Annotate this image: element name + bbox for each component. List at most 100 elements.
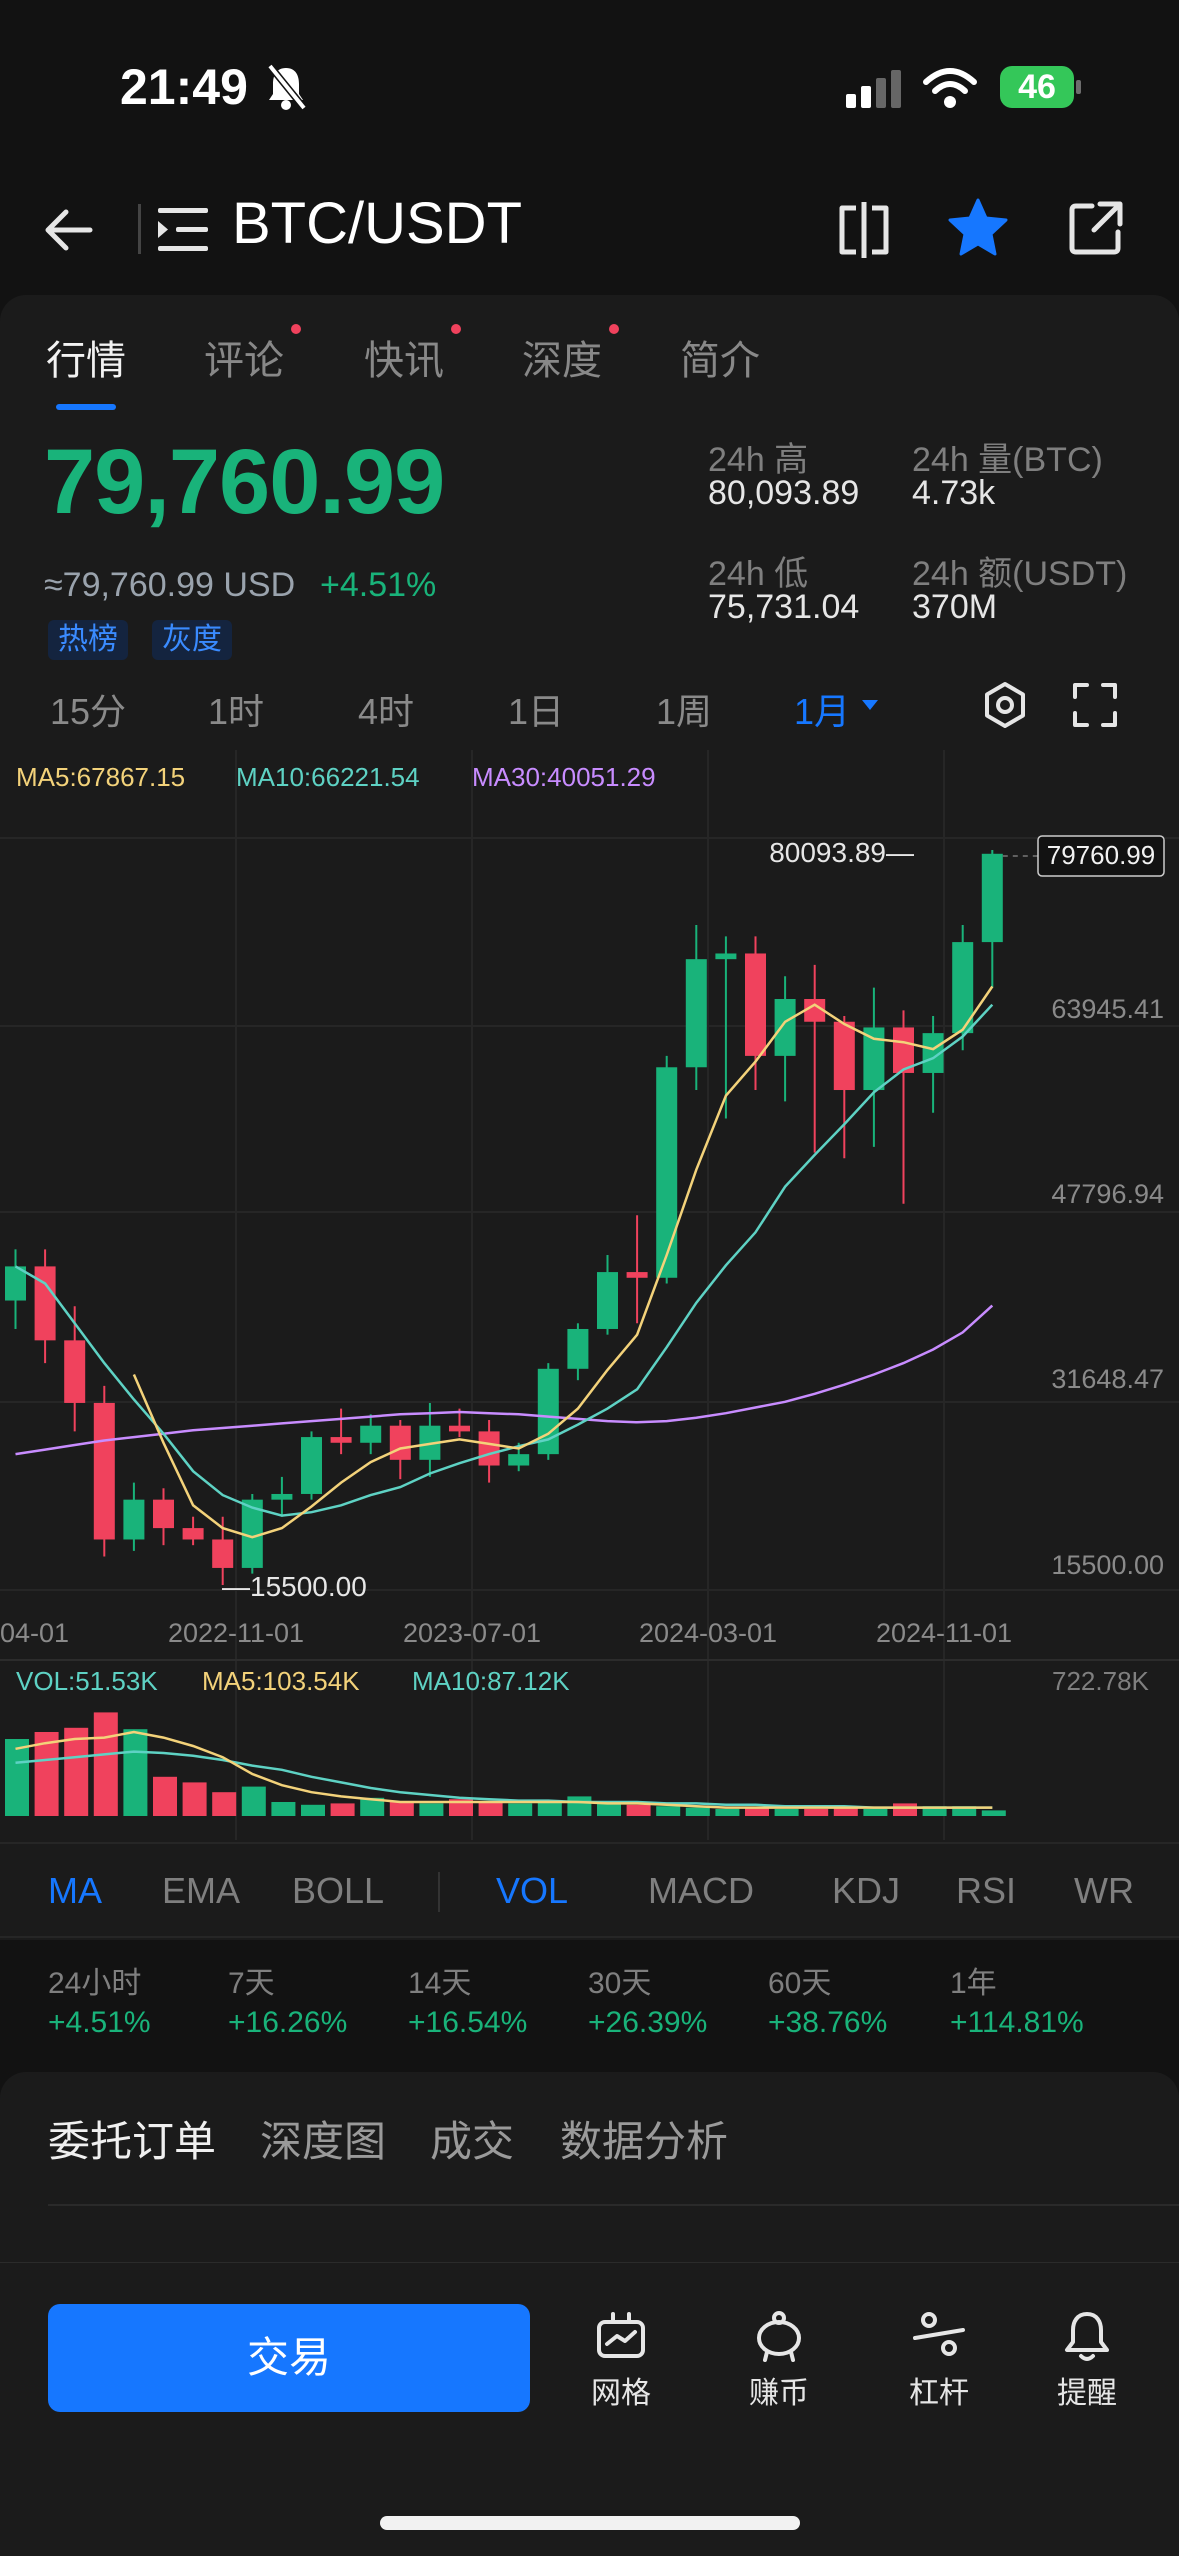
volume-bar	[123, 1729, 148, 1816]
volume-bar	[567, 1796, 592, 1816]
volume-bar	[656, 1806, 681, 1816]
perf-60d-value: +38.76%	[768, 2006, 888, 2039]
candle-body	[745, 953, 766, 1056]
nav-alerts[interactable]: 提醒	[1032, 2310, 1142, 2412]
ma5-line	[132, 985, 994, 1539]
interval-15m[interactable]: 15分	[50, 691, 127, 732]
interval-4h[interactable]: 4时	[358, 691, 415, 732]
nav-grid-label: 网格	[591, 2377, 651, 2410]
interval-1d[interactable]: 1日	[508, 691, 565, 732]
share-icon[interactable]	[1066, 198, 1126, 258]
tab-news[interactable]: 快讯	[364, 339, 444, 383]
nav-margin[interactable]: 杠杆	[884, 2310, 994, 2412]
back-arrow-icon[interactable]	[40, 200, 100, 260]
nav-grid[interactable]: 网格	[566, 2310, 676, 2412]
interval-1mo[interactable]: 1月	[794, 691, 851, 732]
volume-bar	[952, 1806, 977, 1816]
candle-body	[271, 1493, 293, 1500]
volume-bar	[419, 1803, 444, 1816]
indicator-ema[interactable]: EMA	[162, 1870, 241, 1911]
volume-bar	[182, 1782, 207, 1816]
trade-button[interactable]: 交易	[48, 2304, 530, 2412]
x-tick-label: 04-01	[0, 1618, 69, 1648]
interval-1w[interactable]: 1周	[656, 691, 713, 732]
candle-body	[153, 1499, 174, 1529]
volume-bar	[153, 1776, 177, 1816]
perf-14d-label: 14天	[408, 1967, 472, 2000]
volume-bar	[389, 1802, 414, 1816]
tab-depth[interactable]: 深度	[522, 339, 602, 383]
performance-divider	[0, 1936, 1179, 1938]
nav-alerts-label: 提醒	[1057, 2377, 1117, 2410]
candle-body	[389, 1425, 411, 1460]
tab-trades[interactable]: 成交	[430, 2118, 515, 2165]
candle-body	[626, 1272, 648, 1278]
tab-comments[interactable]: 评论	[204, 339, 284, 383]
volume-bar	[597, 1802, 621, 1816]
candle-body	[34, 1266, 56, 1341]
interval-1h[interactable]: 1时	[208, 691, 265, 732]
tab-open-orders[interactable]: 委托订单	[48, 2118, 217, 2165]
chart-settings-icon[interactable]	[980, 680, 1030, 730]
candle-body	[597, 1272, 618, 1329]
candle-body	[774, 998, 796, 1056]
amount-24h-label: 24h 额(USDT)	[912, 555, 1128, 593]
low-24h-label: 24h 低	[708, 555, 809, 593]
volume-max-label: 722.78K	[1052, 1666, 1149, 1696]
candlestick-chart[interactable]: 63945.41 47796.94 31648.47 15500.00 04-01 202…	[0, 740, 1179, 1840]
battery-cap	[1076, 80, 1081, 94]
tab-intro[interactable]: 简介	[680, 339, 760, 383]
indicator-separator	[438, 1872, 440, 1912]
volume-bar	[449, 1799, 473, 1816]
volume-bar	[537, 1802, 562, 1816]
candle-body	[449, 1425, 470, 1432]
volume-bar	[330, 1803, 355, 1816]
volume-24h-value: 4.73k	[912, 474, 996, 512]
favorite-star-icon[interactable]	[946, 196, 1010, 260]
perf-30d-label: 30天	[588, 1967, 652, 2000]
indicator-rsi[interactable]: RSI	[956, 1870, 1017, 1911]
y-tick-label: 15500.00	[1051, 1550, 1164, 1580]
cellular-signal-icon	[846, 70, 901, 108]
battery-indicator: 46	[1000, 66, 1074, 108]
grid-bot-icon	[597, 2312, 645, 2358]
volume-bar	[5, 1739, 29, 1816]
pair-list-icon[interactable]	[156, 204, 210, 256]
candle-body	[922, 1033, 944, 1073]
volume-legend: VOL:51.53K	[16, 1666, 158, 1696]
volume-bar	[715, 1809, 740, 1816]
bell-icon	[1065, 2312, 1109, 2361]
candle-body	[863, 1027, 885, 1091]
grayscale-tag[interactable]: 灰度	[152, 620, 232, 660]
volume-bar	[863, 1809, 888, 1816]
low-price-marker: —15500.00	[222, 1571, 367, 1602]
indicator-boll[interactable]: BOLL	[292, 1870, 385, 1911]
fullscreen-icon[interactable]	[1072, 682, 1118, 728]
volume-ma5-line	[15, 1730, 993, 1809]
hot-list-tag[interactable]: 热榜	[48, 620, 128, 660]
page-title[interactable]: BTC/USDT	[232, 191, 522, 256]
perf-7d-label: 7天	[228, 1967, 275, 2000]
tab-depth-chart[interactable]: 深度图	[260, 2118, 387, 2165]
indicator-vol[interactable]: VOL	[496, 1870, 569, 1911]
tab-data-analysis[interactable]: 数据分析	[560, 2118, 729, 2165]
notification-dot	[451, 324, 461, 334]
volume-ma5-legend: MA5:103.54K	[202, 1666, 360, 1696]
volume-bar	[34, 1732, 59, 1816]
ma10-legend: MA10:66221.54	[236, 762, 420, 792]
candle-body	[508, 1454, 530, 1466]
x-tick-label: 2022-11-01	[168, 1618, 304, 1648]
notification-dot	[291, 324, 301, 334]
indicator-wr[interactable]: WR	[1074, 1870, 1134, 1911]
volume-bar	[212, 1792, 237, 1816]
caret-down-icon[interactable]	[860, 698, 880, 712]
tab-market[interactable]: 行情	[46, 339, 126, 383]
indicator-macd[interactable]: MACD	[648, 1870, 754, 1911]
split-view-icon[interactable]	[834, 200, 894, 260]
ma30-line	[15, 1304, 994, 1456]
indicator-kdj[interactable]: KDJ	[832, 1870, 901, 1911]
volume-bar	[93, 1712, 118, 1816]
indicator-ma[interactable]: MA	[48, 1870, 102, 1911]
nav-earn[interactable]: 赚币	[724, 2310, 834, 2412]
volume-bar	[893, 1803, 917, 1816]
